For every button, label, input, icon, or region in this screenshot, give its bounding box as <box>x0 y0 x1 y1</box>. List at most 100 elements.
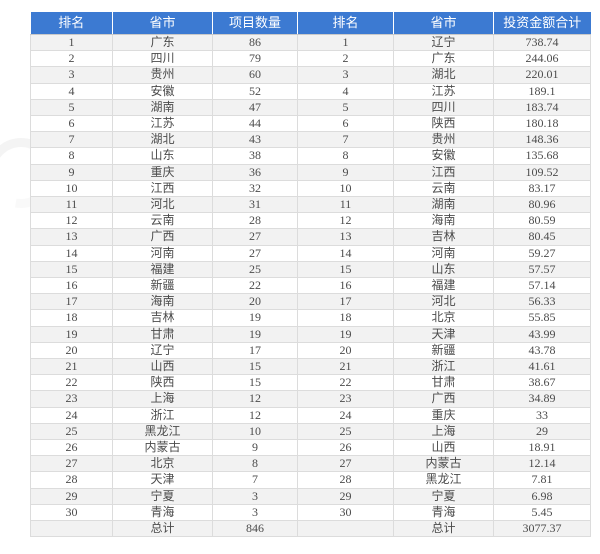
total-row: 总计 846 总计 3077.37 <box>30 520 591 538</box>
table-row: 24 浙江 12 24 重庆 33 <box>30 406 591 424</box>
province-right-cell: 河南 <box>393 244 494 262</box>
project-count-cell: 60 <box>212 66 298 84</box>
province-left-cell: 辽宁 <box>112 341 213 360</box>
rank-left-cell: 9 <box>30 163 113 181</box>
rank-left-cell: 23 <box>30 390 113 408</box>
rank-right-cell: 23 <box>297 390 394 408</box>
rank-left-cell: 18 <box>30 309 113 327</box>
header-row: 排名 省市 项目数量 排名 省市 投资金额合计 <box>30 12 591 35</box>
table-row: 20 辽宁 17 20 新疆 43.78 <box>30 341 591 360</box>
project-count-cell: 19 <box>212 325 298 343</box>
project-count-cell: 9 <box>212 439 298 457</box>
rank-right-cell: 7 <box>297 131 394 149</box>
rank-right-cell: 13 <box>297 228 394 246</box>
table-row: 23 上海 12 23 广西 34.89 <box>30 390 591 408</box>
rank-right-cell: 12 <box>297 212 394 230</box>
project-count-header: 项目数量 <box>212 12 298 35</box>
investment-total-cell: 41.61 <box>493 358 591 376</box>
table-row: 29 宁夏 3 29 宁夏 6.98 <box>30 487 591 505</box>
province-left-cell: 福建 <box>112 260 213 279</box>
province-left-cell: 山西 <box>112 358 213 376</box>
rank-left-cell: 16 <box>30 277 113 295</box>
rank-left-cell: 11 <box>30 196 113 214</box>
project-count-cell: 43 <box>212 131 298 149</box>
total-investment-cell: 3077.37 <box>493 520 591 538</box>
rank-right-cell: 5 <box>297 98 394 117</box>
province-left-cell: 四川 <box>112 50 213 68</box>
project-count-cell: 7 <box>212 471 298 489</box>
province-right-cell: 新疆 <box>393 341 494 360</box>
province-right-cell: 吉林 <box>393 228 494 246</box>
rank-right-cell: 22 <box>297 374 394 392</box>
province-right-cell: 重庆 <box>393 406 494 424</box>
table-row: 13 广西 27 13 吉林 80.45 <box>30 228 591 246</box>
investment-total-cell: 189.1 <box>493 82 591 100</box>
table-row: 7 湖北 43 7 贵州 148.36 <box>30 131 591 149</box>
table-row: 27 北京 8 27 内蒙古 12.14 <box>30 455 591 473</box>
table-row: 28 天津 7 28 黑龙江 7.81 <box>30 471 591 489</box>
investment-total-cell: 59.27 <box>493 244 591 262</box>
rank-left-cell: 7 <box>30 131 113 149</box>
investment-total-cell: 738.74 <box>493 33 591 52</box>
project-count-cell: 31 <box>212 196 298 214</box>
project-count-cell: 12 <box>212 390 298 408</box>
investment-total-cell: 43.78 <box>493 341 591 360</box>
table-row: 14 河南 27 14 河南 59.27 <box>30 244 591 262</box>
table-row: 19 甘肃 19 19 天津 43.99 <box>30 325 591 343</box>
table-row: 1 广东 86 1 辽宁 738.74 <box>30 33 591 52</box>
rank-left-cell: 17 <box>30 293 113 311</box>
province-left-cell: 青海 <box>112 503 213 522</box>
rank-left-cell: 21 <box>30 358 113 376</box>
rank-right-cell: 25 <box>297 422 394 441</box>
province-left-cell: 广西 <box>112 228 213 246</box>
province-right-cell: 江西 <box>393 163 494 181</box>
province-left-cell: 海南 <box>112 293 213 311</box>
table-row: 6 江苏 44 6 陕西 180.18 <box>30 115 591 133</box>
investment-total-cell: 33 <box>493 406 591 424</box>
rank-right-cell: 19 <box>297 325 394 343</box>
table-row: 26 内蒙古 9 26 山西 18.91 <box>30 439 591 457</box>
rank-right-cell: 24 <box>297 406 394 424</box>
province-right-cell: 陕西 <box>393 115 494 133</box>
project-count-cell: 27 <box>212 228 298 246</box>
project-count-cell: 27 <box>212 244 298 262</box>
table-row: 3 贵州 60 3 湖北 220.01 <box>30 66 591 84</box>
table-row: 2 四川 79 2 广东 244.06 <box>30 50 591 68</box>
total-label-right-cell: 总计 <box>393 520 494 538</box>
province-left-cell: 上海 <box>112 390 213 408</box>
investment-total-cell: 56.33 <box>493 293 591 311</box>
province-left-cell: 陕西 <box>112 374 213 392</box>
province-left-cell: 甘肃 <box>112 325 213 343</box>
table-row: 18 吉林 19 18 北京 55.85 <box>30 309 591 327</box>
project-count-cell: 22 <box>212 277 298 295</box>
province-right-cell: 湖北 <box>393 66 494 84</box>
rank-right-cell: 1 <box>297 33 394 52</box>
table-row: 10 江西 32 10 云南 83.17 <box>30 179 591 198</box>
rank-left-cell: 19 <box>30 325 113 343</box>
province-left-cell: 湖北 <box>112 131 213 149</box>
rank-left-cell: 22 <box>30 374 113 392</box>
province-right-cell: 海南 <box>393 212 494 230</box>
province-right-cell: 山东 <box>393 260 494 279</box>
project-count-cell: 15 <box>212 374 298 392</box>
rank-right-cell: 9 <box>297 163 394 181</box>
table-row: 4 安徽 52 4 江苏 189.1 <box>30 82 591 100</box>
rank-right-cell: 21 <box>297 358 394 376</box>
investment-total-cell: 7.81 <box>493 471 591 489</box>
province-left-cell: 重庆 <box>112 163 213 181</box>
investment-total-cell: 80.59 <box>493 212 591 230</box>
province-right-cell: 黑龙江 <box>393 471 494 489</box>
project-count-cell: 20 <box>212 293 298 311</box>
investment-total-cell: 57.14 <box>493 277 591 295</box>
rank-right-cell: 11 <box>297 196 394 214</box>
rank-left-cell: 12 <box>30 212 113 230</box>
project-count-cell: 86 <box>212 33 298 52</box>
project-count-cell: 10 <box>212 422 298 441</box>
province-right-cell: 内蒙古 <box>393 455 494 473</box>
investment-total-cell: 29 <box>493 422 591 441</box>
province-left-cell: 吉林 <box>112 309 213 327</box>
province-right-cell: 上海 <box>393 422 494 441</box>
province-right-cell: 广西 <box>393 390 494 408</box>
investment-total-cell: 55.85 <box>493 309 591 327</box>
rank-left-cell: 4 <box>30 82 113 100</box>
